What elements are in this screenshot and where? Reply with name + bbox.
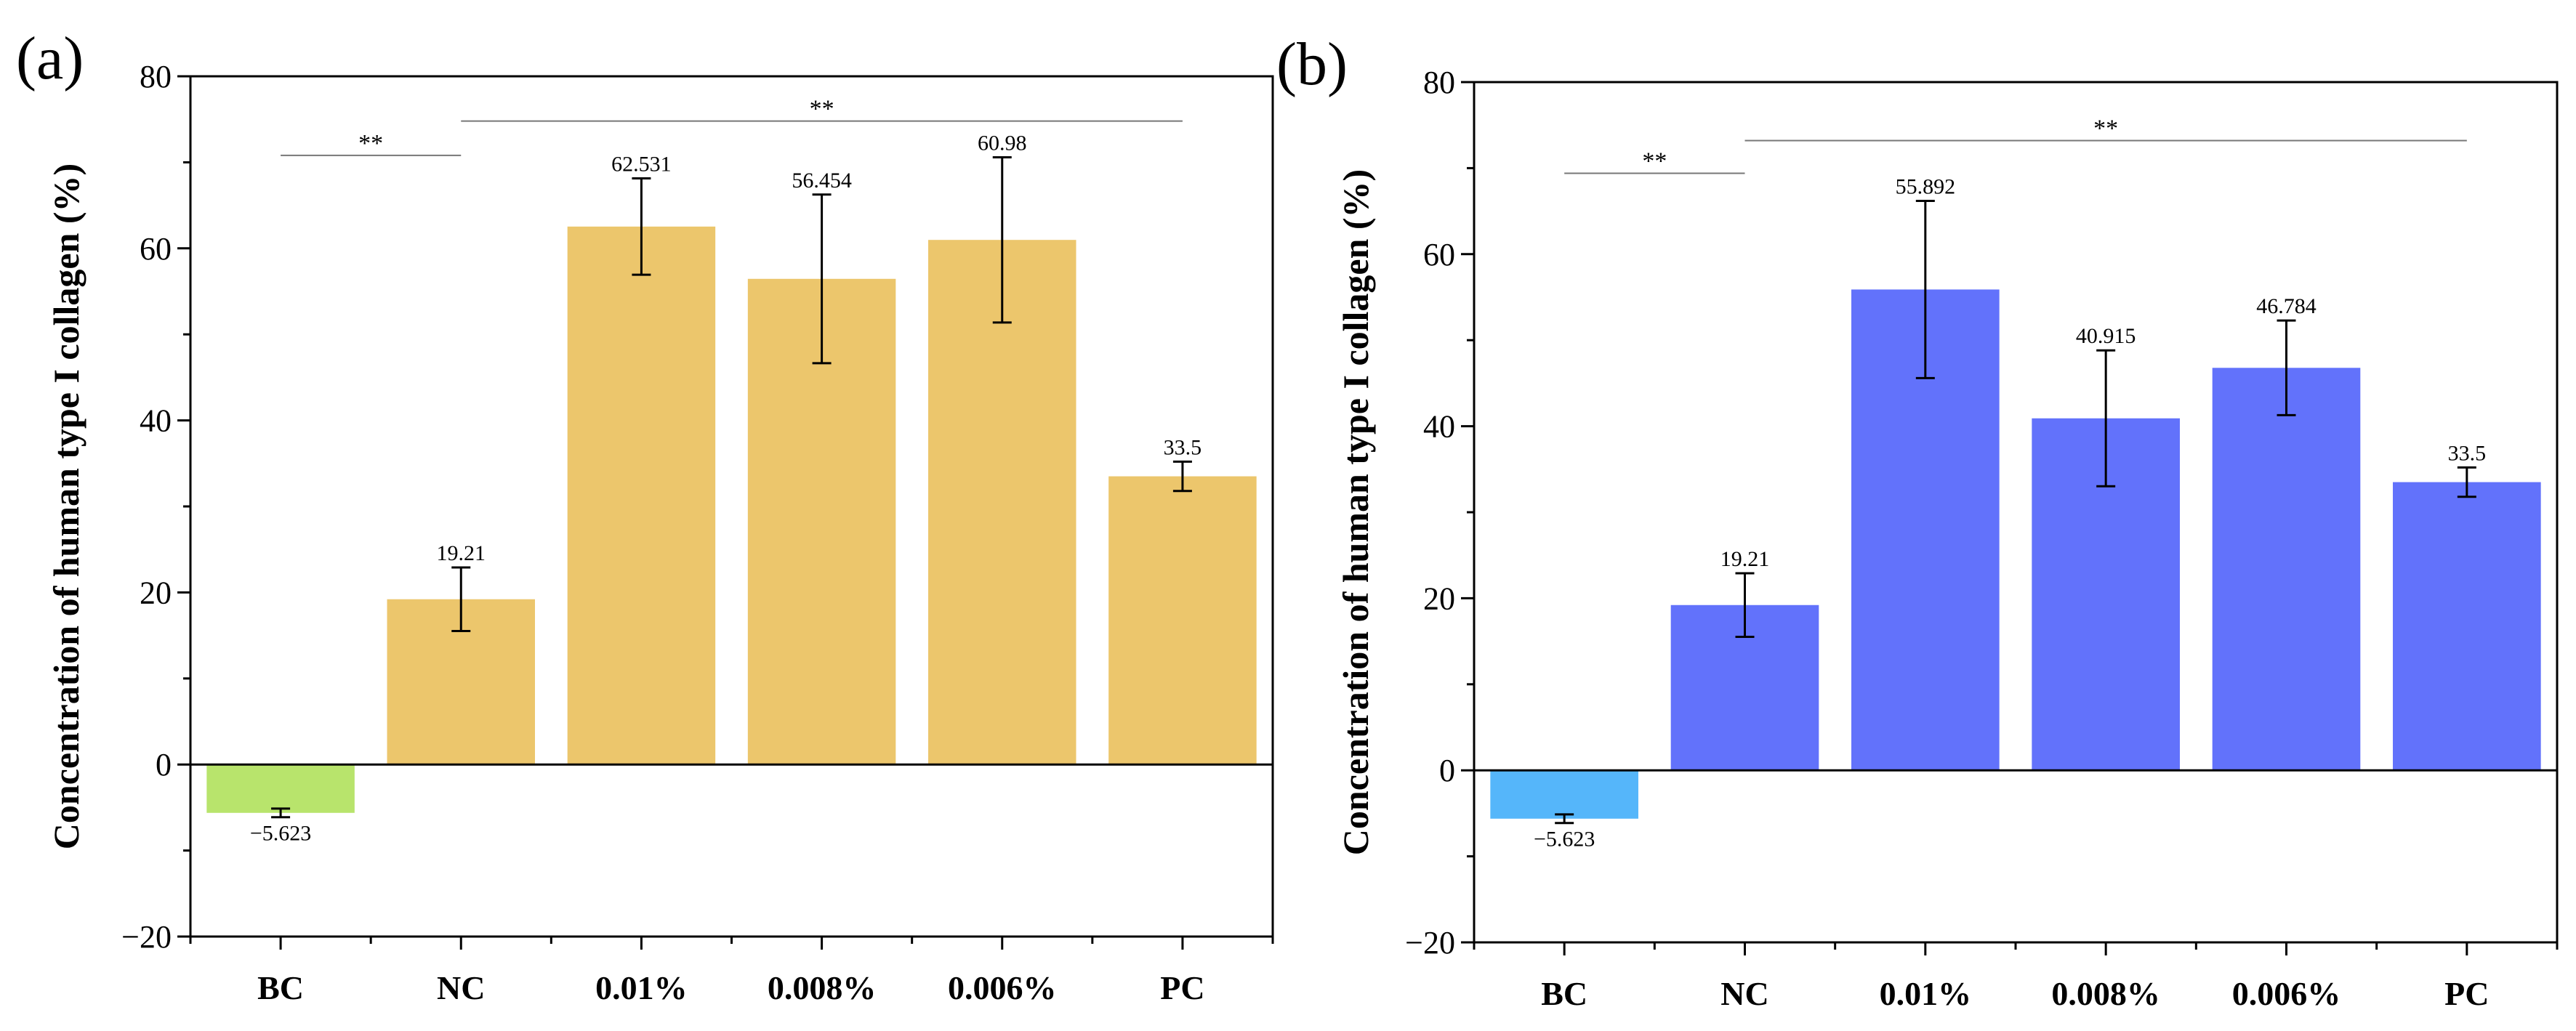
data-label: 46.784 xyxy=(2256,294,2317,318)
y-axis-label: Concentration of human type I collagen (… xyxy=(46,163,86,849)
y-tick-label: 60 xyxy=(1423,237,1455,272)
y-tick-label: 80 xyxy=(1423,65,1455,100)
x-tick-label: NC xyxy=(437,969,485,1006)
y-tick-label: 40 xyxy=(1423,409,1455,445)
y-tick-label: 0 xyxy=(156,747,172,783)
y-tick-label: 20 xyxy=(140,575,172,610)
data-label: 55.892 xyxy=(1896,174,1956,198)
panel-label: (b) xyxy=(1276,31,1348,98)
bar-0.006pct xyxy=(2212,368,2361,771)
y-tick-label: 40 xyxy=(140,403,172,439)
x-tick-label: 0.008% xyxy=(768,969,877,1006)
data-label: 56.454 xyxy=(792,169,852,193)
x-tick-label: 0.01% xyxy=(595,969,688,1006)
panel-a: (a) Concentration of human type I collage… xyxy=(16,25,1274,1006)
significance-label: ** xyxy=(1642,148,1667,175)
y-tick-label: −20 xyxy=(1405,925,1455,961)
x-tick-label: PC xyxy=(2444,975,2489,1012)
y-tick-label: 20 xyxy=(1423,581,1455,616)
y-tick-label: 60 xyxy=(140,231,172,267)
data-label: 19.21 xyxy=(1720,547,1770,571)
data-label: 62.531 xyxy=(611,153,672,177)
y-tick-label: 80 xyxy=(140,59,172,94)
panel-label: (a) xyxy=(16,25,84,92)
y-tick-label: 0 xyxy=(1439,753,1455,788)
data-label: 33.5 xyxy=(2448,441,2487,465)
x-tick-label: 0.01% xyxy=(1880,975,1972,1012)
data-label: 60.98 xyxy=(978,132,1027,155)
x-tick-label: 0.006% xyxy=(948,969,1057,1006)
bar-0.006pct xyxy=(928,240,1076,765)
x-tick-label: 0.006% xyxy=(2232,975,2341,1012)
data-label: 40.915 xyxy=(2076,324,2136,348)
x-tick-label: 0.008% xyxy=(2051,975,2160,1012)
data-label: −5.623 xyxy=(250,822,311,846)
y-tick-label: −20 xyxy=(121,919,172,955)
significance-label: ** xyxy=(2093,116,2118,142)
y-axis-label: Concentration of human type I collagen (… xyxy=(1335,169,1376,855)
panel-b: (b) Concentration of human type I collage… xyxy=(1276,31,2559,1012)
data-label: 19.21 xyxy=(437,541,486,565)
bar-BC xyxy=(206,764,355,813)
significance-label: ** xyxy=(358,130,383,157)
x-tick-label: NC xyxy=(1720,975,1768,1012)
bar-0.01pct xyxy=(567,226,716,765)
x-tick-label: PC xyxy=(1160,969,1204,1006)
data-label: 33.5 xyxy=(1164,435,1202,459)
bar-PC xyxy=(1108,476,1257,765)
x-tick-label: BC xyxy=(1541,975,1587,1012)
significance-label: ** xyxy=(810,96,834,123)
bar-PC xyxy=(2393,482,2541,771)
bar-BC xyxy=(1490,770,1638,819)
data-label: −5.623 xyxy=(1534,828,1595,852)
x-tick-label: BC xyxy=(257,969,304,1006)
